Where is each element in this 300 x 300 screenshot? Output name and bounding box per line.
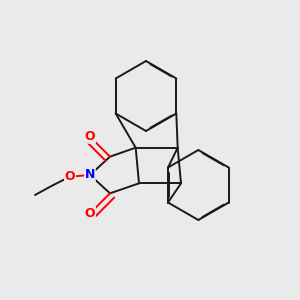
Text: N: N xyxy=(85,169,95,182)
Text: O: O xyxy=(65,170,75,183)
Text: O: O xyxy=(85,207,95,220)
Text: O: O xyxy=(85,130,95,143)
